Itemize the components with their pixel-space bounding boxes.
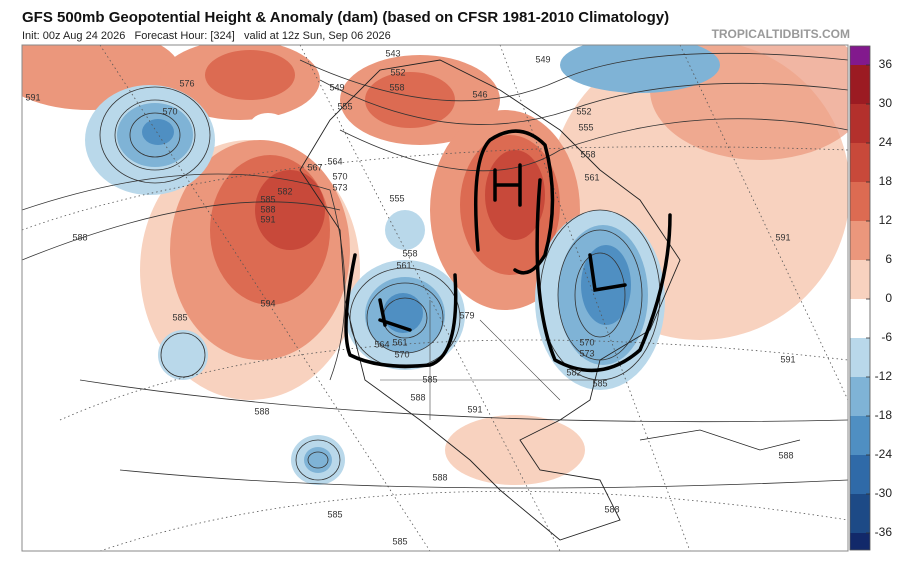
colorbar-band — [850, 455, 870, 494]
contour-label: 591 — [467, 404, 482, 414]
colorbar-tick-label: -6 — [881, 330, 892, 344]
colorbar-band — [850, 377, 870, 416]
colorbar-tick-label: 24 — [879, 135, 893, 149]
contour-label: 576 — [179, 78, 194, 88]
colorbar-tick-label: 18 — [879, 174, 893, 188]
colorbar-band — [850, 104, 870, 143]
contour-label: 585 — [260, 194, 275, 204]
colorbar-band — [850, 221, 870, 260]
colorbar-band — [850, 46, 870, 65]
site-name: TROPICALTIDBITS.COM — [712, 27, 850, 41]
contour-label: 567 — [307, 162, 322, 172]
colorbar-tick-label: 0 — [885, 291, 892, 305]
contour-label: 591 — [780, 354, 795, 364]
contour-label: 591 — [260, 214, 275, 224]
contour-label: 549 — [329, 82, 344, 92]
colorbar-tick-label: -36 — [875, 525, 893, 539]
colorbar-band — [850, 260, 870, 299]
colorbar-band — [850, 338, 870, 377]
contour-label: 579 — [459, 310, 474, 320]
map: 591 576 570 588 585 594 588 585 585 588 … — [21, 44, 849, 552]
contour-label: 588 — [72, 232, 87, 242]
contour-label: 582 — [566, 367, 581, 377]
contour-label: 585 — [422, 374, 437, 384]
colorbar-tick-label: 30 — [879, 96, 893, 110]
contour-label: 543 — [385, 48, 400, 58]
contour-label: 552 — [576, 106, 591, 116]
contour-label: 570 — [579, 337, 594, 347]
contour-label: 573 — [332, 182, 347, 192]
colorbar-band — [850, 416, 870, 455]
contour-label: 549 — [535, 54, 550, 64]
contour-label: 570 — [162, 106, 177, 116]
colorbar-frame — [849, 45, 871, 551]
contour-label: 588 — [432, 472, 447, 482]
subtitle: Init: 00z Aug 24 2026 Forecast Hour: [32… — [22, 30, 391, 42]
contour-label: 585 — [392, 536, 407, 546]
colorbar-band — [850, 143, 870, 182]
colorbar-band — [850, 65, 870, 104]
contour-label: 591 — [25, 92, 40, 102]
colorbar-tick-label: -30 — [875, 486, 893, 500]
contour-label: 561 — [584, 172, 599, 182]
contour-label: 561 — [392, 337, 407, 347]
contour-label: 588 — [778, 450, 793, 460]
colorbar-tick-label: 36 — [879, 57, 893, 71]
contour-label: 594 — [260, 298, 275, 308]
contour-label: 555 — [578, 122, 593, 132]
colorbar-tick-label: 6 — [885, 252, 892, 266]
contour-label: 546 — [472, 89, 487, 99]
contour-label: 585 — [172, 312, 187, 322]
contour-label: 570 — [332, 171, 347, 181]
contour-label: 555 — [337, 101, 352, 111]
contour-label: 552 — [390, 67, 405, 77]
contour-label: 588 — [260, 204, 275, 214]
colorbar-tick-label: -12 — [875, 369, 893, 383]
title: GFS 500mb Geopotential Height & Anomaly … — [22, 9, 669, 26]
contour-label: 588 — [604, 504, 619, 514]
contour-label: 564 — [327, 156, 342, 166]
colorbar-band — [850, 182, 870, 221]
contour-label: 588 — [410, 392, 425, 402]
contour-label: 555 — [389, 193, 404, 203]
colorbar-band — [850, 533, 870, 550]
contour-label: 573 — [579, 348, 594, 358]
colorbar-band — [850, 299, 870, 338]
contour-label: 585 — [327, 509, 342, 519]
contour-label: 588 — [254, 406, 269, 416]
contour-label: 561 — [396, 260, 411, 270]
contour-label: 585 — [592, 378, 607, 388]
contour-label: 570 — [394, 349, 409, 359]
contour-label: 582 — [277, 186, 292, 196]
colorbar: 36 30 24 18 12 6 0 -6 -12 -18 -24 -30 -36 — [849, 45, 893, 551]
contour-label: 558 — [580, 149, 595, 159]
colorbar-tick-label: -18 — [875, 408, 893, 422]
colorbar-tick-label: 12 — [879, 213, 893, 227]
colorbar-band — [850, 494, 870, 533]
contour-label: 564 — [374, 339, 389, 349]
contour-label: 558 — [402, 248, 417, 258]
contour-label: 591 — [775, 232, 790, 242]
colorbar-tick-label: -24 — [875, 447, 893, 461]
contour-label: 558 — [389, 82, 404, 92]
